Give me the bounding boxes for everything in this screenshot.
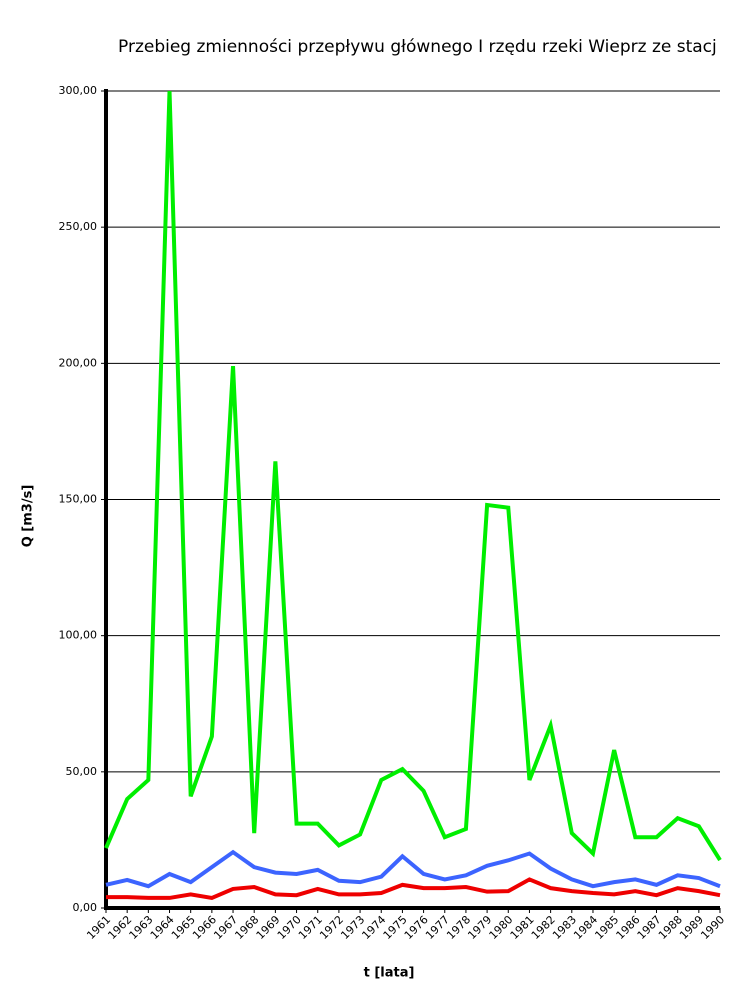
x-tick-label: 1990 <box>698 913 727 942</box>
y-tick-label: 0,00 <box>73 901 98 914</box>
y-tick-label: 50,00 <box>66 765 98 778</box>
series-line <box>104 90 722 862</box>
y-tick-label: 100,00 <box>59 629 98 642</box>
y-axis-label: Q [m3/s] <box>21 485 36 548</box>
y-tick-label: 150,00 <box>59 493 98 506</box>
chart-title: Przebieg zmienności przepływu głównego I… <box>118 37 717 57</box>
y-tick-label: 300,00 <box>59 84 98 97</box>
x-axis-label: t [lata] <box>364 966 415 981</box>
series-line <box>106 877 721 900</box>
y-tick-label: 250,00 <box>59 220 98 233</box>
series-line <box>105 849 721 889</box>
y-tick-label: 200,00 <box>59 356 98 369</box>
